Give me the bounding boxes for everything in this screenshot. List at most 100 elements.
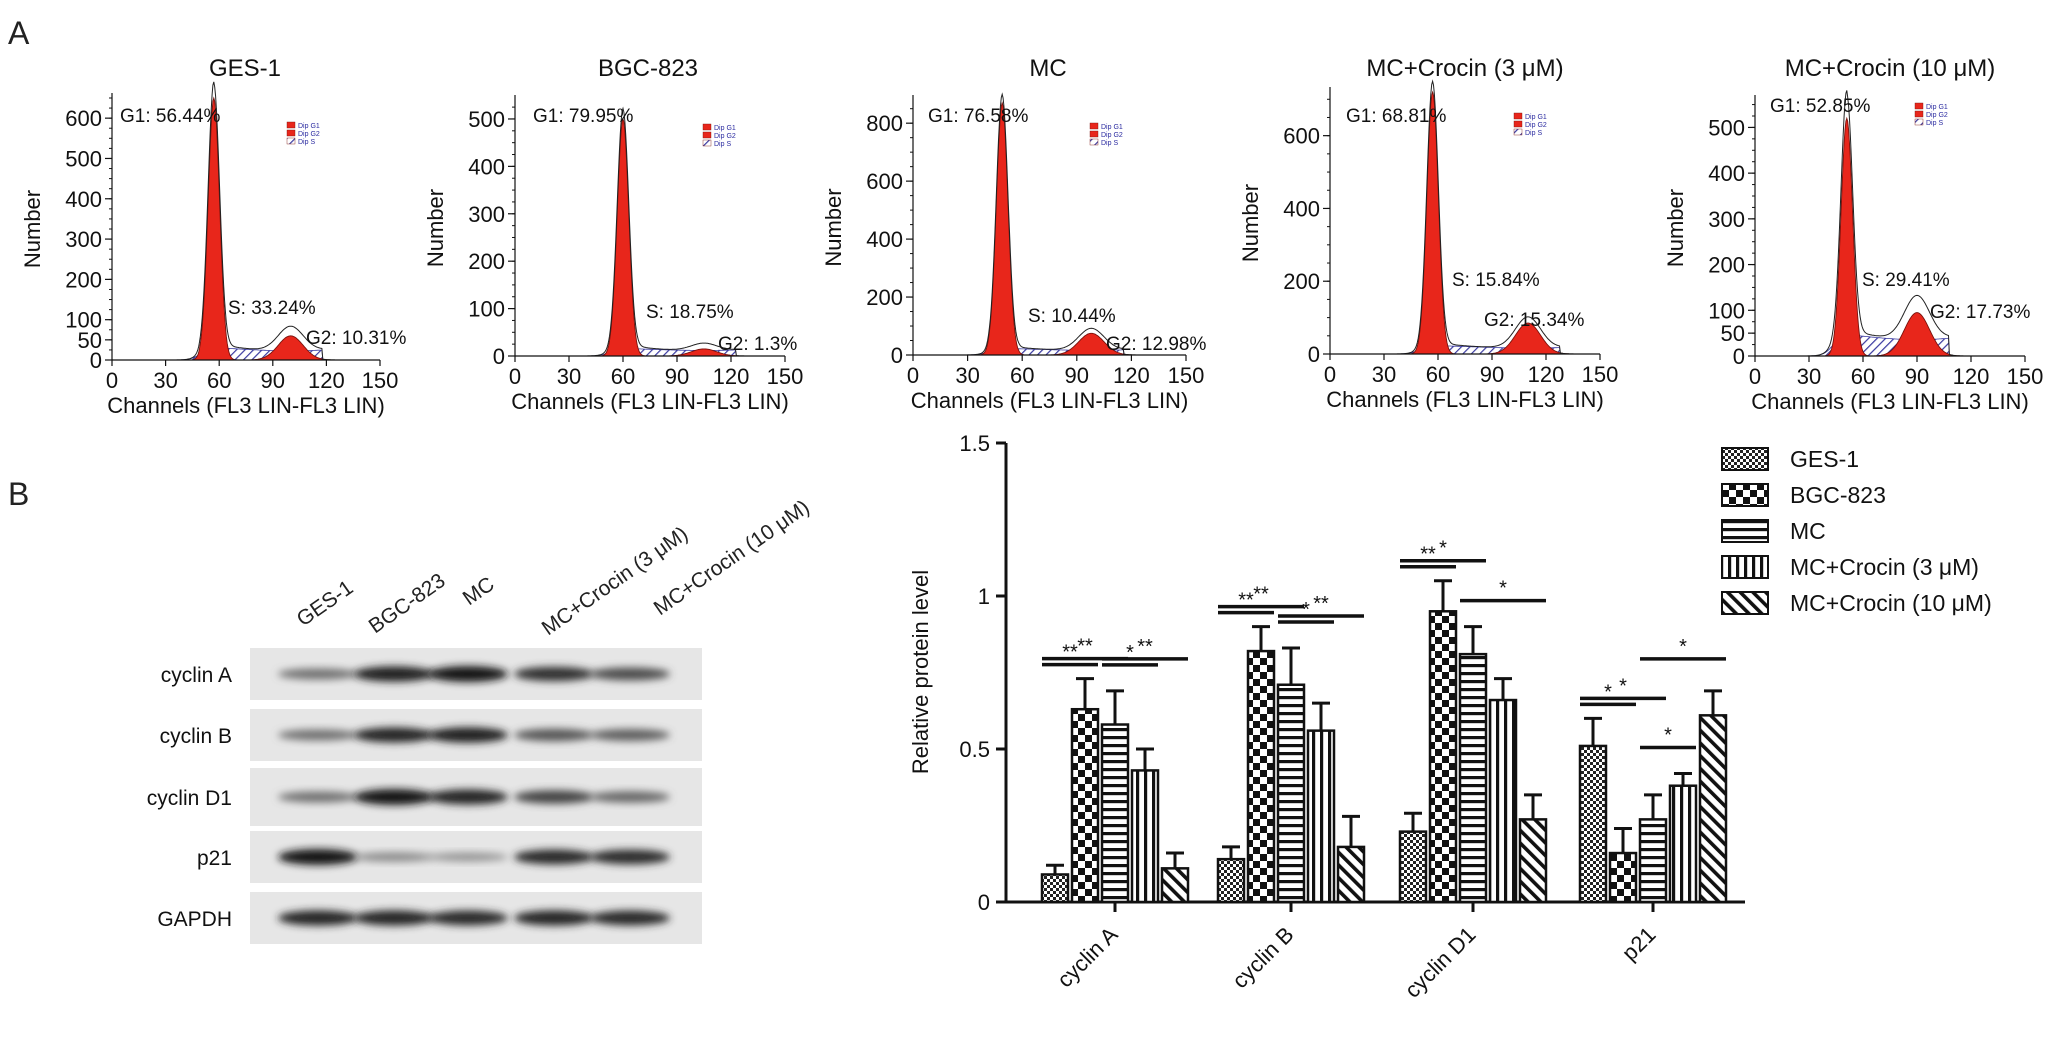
flow-x-tick-label: 60 xyxy=(1010,363,1034,388)
flow-x-tick-label: 150 xyxy=(362,368,399,393)
flow-x-tick-label: 30 xyxy=(153,368,177,393)
flow-legend-label: Dip S xyxy=(1926,120,1943,127)
flow-x-tick-label: 90 xyxy=(665,364,689,389)
bar-legend: GES-1 BGC-823 MC MC+Crocin (3 μM) MC+Crocin … xyxy=(1721,446,1992,616)
flow-s-annotation: S: 29.41% xyxy=(1862,270,1950,291)
bar-legend-swatch xyxy=(1721,447,1769,471)
flow-legend-swatch xyxy=(1513,112,1523,120)
blot-band xyxy=(514,728,594,742)
flow-y-tick-label: 400 xyxy=(866,227,903,252)
flow-y-tick-label: 100 xyxy=(1708,298,1745,323)
bar-4-2 xyxy=(1518,818,1548,904)
flow-y-tick-label: 50 xyxy=(78,328,102,353)
blot-row-0: cyclin A xyxy=(161,648,702,700)
bar-significance-label: * xyxy=(1664,724,1672,746)
bar-significance-label: * xyxy=(1619,675,1627,697)
flow-legend-swatch xyxy=(1513,128,1523,136)
flow-x-tick-label: 90 xyxy=(1905,364,1929,389)
bar-category-label: p21 xyxy=(1617,922,1661,966)
blot-band xyxy=(590,667,670,681)
flow-x-tick-label: 150 xyxy=(767,364,804,389)
bar-3-1 xyxy=(1306,729,1336,904)
flow-x-label: Channels (FL3 LIN-FL3 LIN) xyxy=(911,388,1189,413)
flow-panel-2: MC 0 30 60 90 120 150 0 200 400 600 800 Channels (FL… xyxy=(821,55,1206,413)
bar-2-1 xyxy=(1276,683,1306,904)
flow-g1-annotation: G1: 79.95% xyxy=(533,106,633,127)
flow-s-annotation: S: 10.44% xyxy=(1028,306,1116,327)
bar-category-label: cyclin D1 xyxy=(1400,922,1481,1003)
flow-g2-annotation: G2: 12.98% xyxy=(1106,334,1206,355)
bar-legend-label: BGC-823 xyxy=(1790,482,1886,508)
blot-row-4: GAPDH xyxy=(157,892,702,944)
flow-y-tick-label: 200 xyxy=(65,267,102,292)
flow-x-tick-label: 0 xyxy=(907,363,919,388)
flow-y-tick-label: 0 xyxy=(1308,342,1320,367)
flow-y-tick-label: 0 xyxy=(493,344,505,369)
blot-lane-label: GES-1 xyxy=(293,576,358,631)
bar-3-3 xyxy=(1668,784,1698,904)
flow-legend-swatch xyxy=(1089,130,1099,138)
flow-y-tick-label: 400 xyxy=(1283,196,1320,221)
flow-legend-label: Dip S xyxy=(1101,140,1118,147)
bar-significance-label: ** xyxy=(1077,636,1093,658)
flow-legend-swatch xyxy=(702,131,712,139)
flow-y-tick-label: 600 xyxy=(866,169,903,194)
bar-2-0 xyxy=(1100,723,1130,904)
flow-x-tick-label: 120 xyxy=(713,364,750,389)
flow-y-label: Number xyxy=(821,188,846,266)
flow-legend-swatch xyxy=(1513,120,1523,128)
flow-g1-annotation: G1: 68.81% xyxy=(1346,106,1446,127)
bar-legend-label: MC+Crocin (10 μM) xyxy=(1790,590,1992,616)
blot-row-label: cyclin B xyxy=(160,725,232,748)
bar-significance-label: * xyxy=(1439,538,1447,560)
blot-row-2: cyclin D1 xyxy=(147,768,702,826)
flow-y-tick-label: 100 xyxy=(65,308,102,333)
flow-y-tick-label: 500 xyxy=(65,146,102,171)
bar-y-tick-label: 0 xyxy=(978,890,990,915)
flow-y-tick-label: 300 xyxy=(65,227,102,252)
bar-significance-label: ** xyxy=(1137,636,1153,658)
flow-x-tick-label: 120 xyxy=(1528,362,1565,387)
flow-g1-annotation: G1: 56.44% xyxy=(120,106,220,127)
flow-y-tick-label: 500 xyxy=(1708,115,1745,140)
flow-y-label: Number xyxy=(1238,184,1263,262)
bar-significance-label: * xyxy=(1302,599,1310,621)
blot-band xyxy=(590,791,670,803)
blot-band xyxy=(428,789,508,805)
bar-significance-label: * xyxy=(1126,642,1134,664)
bar-legend-label: GES-1 xyxy=(1790,446,1859,472)
blot-band xyxy=(590,910,670,926)
flow-g2-annotation: G2: 15.34% xyxy=(1484,310,1584,331)
flow-legend-label: Dip G2 xyxy=(298,131,320,138)
flow-title: MC xyxy=(1029,55,1066,82)
bar-1-2 xyxy=(1428,610,1458,904)
flow-g2-annotation: G2: 10.31% xyxy=(306,328,406,349)
flow-legend-label: Dip G2 xyxy=(1926,112,1948,119)
flow-legend-label: Dip S xyxy=(298,139,315,146)
flow-legend-label: Dip S xyxy=(1525,130,1542,137)
blot-row-label: p21 xyxy=(197,847,232,870)
bar-3-0 xyxy=(1130,769,1160,904)
flow-x-tick-label: 90 xyxy=(1480,362,1504,387)
bar-1-1 xyxy=(1246,649,1276,904)
bar-category-label: cyclin A xyxy=(1052,922,1123,993)
flow-g1-annotation: G1: 76.58% xyxy=(928,106,1028,127)
blot-row-3: p21 xyxy=(197,831,702,883)
blot-band xyxy=(354,910,434,926)
blot-band xyxy=(514,849,594,865)
flow-x-tick-label: 30 xyxy=(557,364,581,389)
blot-band xyxy=(278,791,358,803)
flow-legend-swatch xyxy=(1914,110,1924,118)
flow-y-tick-label: 0 xyxy=(1733,344,1745,369)
flow-y-tick-label: 300 xyxy=(1708,207,1745,232)
bar-legend-label: MC xyxy=(1790,518,1826,544)
flow-y-tick-label: 200 xyxy=(1283,269,1320,294)
flow-x-tick-label: 60 xyxy=(1851,364,1875,389)
flow-x-tick-label: 60 xyxy=(611,364,635,389)
flow-x-tick-label: 30 xyxy=(955,363,979,388)
bar-2-2 xyxy=(1458,652,1488,904)
bar-1-0 xyxy=(1070,707,1100,904)
